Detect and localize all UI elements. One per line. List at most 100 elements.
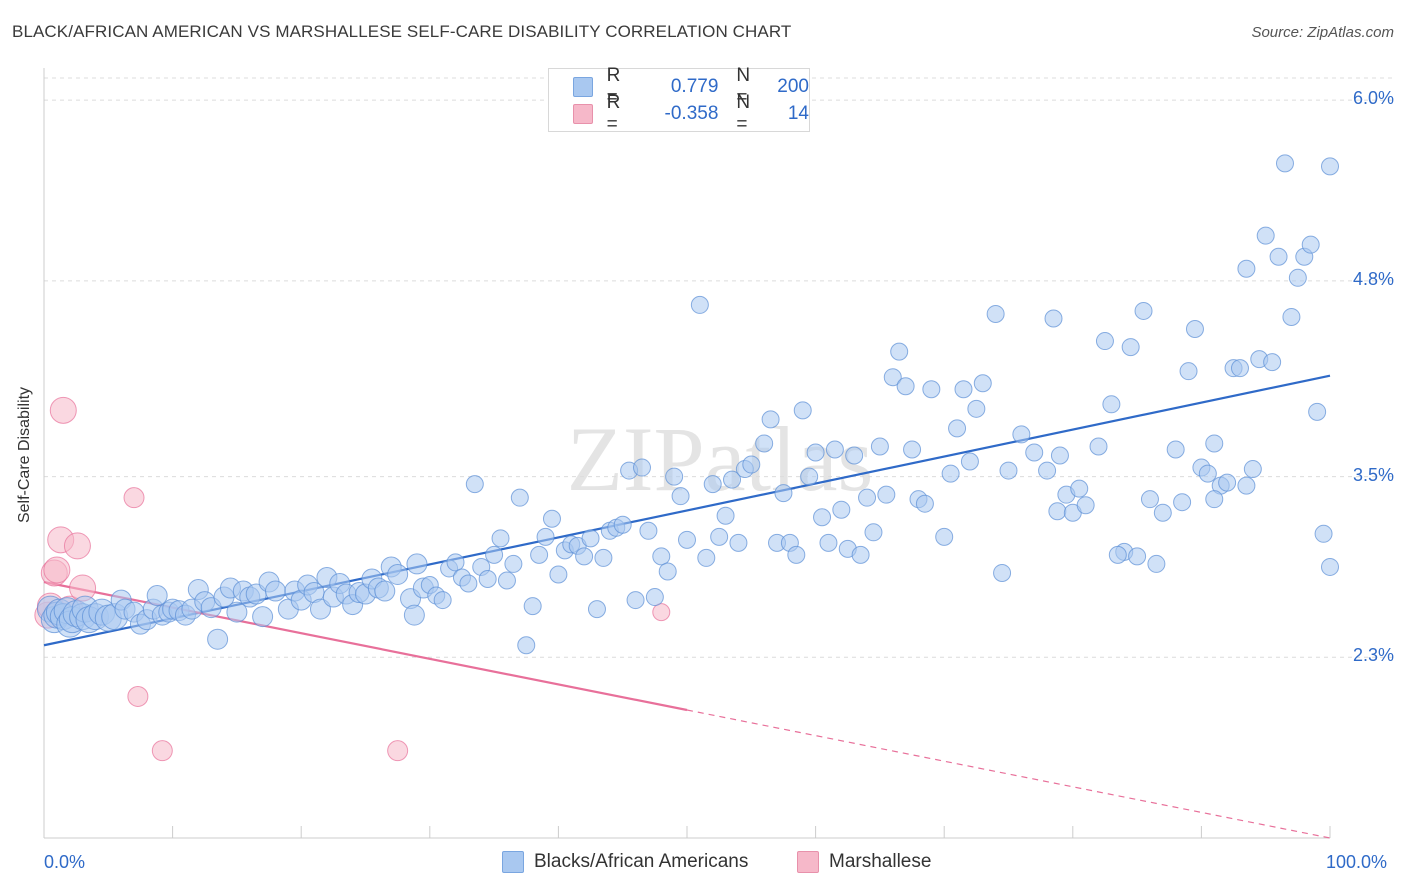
data-point [264,580,286,602]
data-point [825,440,844,459]
data-point [652,547,671,566]
bottom-legend-blacks: Blacks/African Americans [502,851,748,873]
legend-r-label: R = [606,92,621,135]
data-point [1076,496,1095,515]
data-point [742,455,761,474]
bottom-legend-swatch-pink [797,851,819,873]
data-point [1288,268,1307,287]
data-point [1185,320,1204,339]
data-point [671,487,690,506]
data-point [678,530,696,549]
data-point [723,470,742,489]
data-point [877,485,896,504]
data-point [1256,226,1275,245]
data-point [941,464,960,483]
data-point [774,484,793,503]
data-point [864,523,883,542]
data-point [478,569,497,588]
data-point [433,591,452,610]
data-point [485,545,504,564]
data-point [658,562,677,581]
legend-swatch-pink [573,104,593,124]
x-tick-label-min: 0.0% [44,852,86,872]
legend-n-value: 200 [777,76,809,97]
data-point [1044,309,1063,328]
data-point [1070,479,1089,498]
data-point [1048,502,1067,521]
data-point [587,600,606,619]
correlation-legend: R = 0.779 N = 200 R = -0.358 N = 14 [548,65,810,135]
data-point [1025,443,1044,462]
data-point [1308,402,1327,421]
legend-r-value: -0.358 [664,103,719,124]
data-point [755,434,774,453]
legend-r-label: R = [606,65,621,108]
data-point [832,500,851,519]
data-point [935,527,954,546]
data-point [729,533,748,552]
legend-n-label: N = [736,92,751,135]
data-points [34,154,1339,762]
data-point [1237,476,1256,495]
data-point [504,554,523,573]
data-point [530,545,549,564]
data-point [1050,446,1069,465]
y-tick-label: 6.0% [1352,88,1394,109]
data-point [851,545,870,564]
bottom-legend-label: Marshallese [829,851,932,872]
data-point [1147,554,1166,573]
data-point [960,452,979,471]
data-point [613,515,632,534]
data-point [63,532,91,560]
data-point [465,475,484,494]
data-point [1314,524,1333,543]
data-point [1243,460,1262,479]
data-point [207,628,229,650]
data-point [510,488,529,507]
data-point [1173,493,1192,512]
data-point [517,636,536,655]
data-point [1095,332,1114,351]
legend-row-marshallese: R = -0.358 N = 14 [573,92,809,135]
data-point [151,740,173,762]
axes [43,68,1331,839]
data-point [146,585,168,607]
data-point [123,487,145,509]
data-point [549,565,568,584]
data-point [1134,301,1153,320]
data-point [1198,464,1217,483]
data-point [446,553,465,572]
data-point [1166,440,1185,459]
data-point [890,342,909,361]
data-point [1038,461,1057,480]
data-point [1012,425,1031,444]
data-point [626,591,645,610]
data-point [787,545,806,564]
data-point [1301,235,1320,254]
data-point [896,377,915,396]
data-point [1237,259,1256,278]
data-point [1205,490,1224,509]
data-point [999,461,1018,480]
data-point [716,506,735,525]
data-point [497,571,516,590]
data-point [594,548,613,567]
bottom-legend-marshallese: Marshallese [797,851,931,873]
legend-row-blacks: R = 0.779 N = 200 [573,65,809,108]
data-point [252,606,274,628]
data-point [652,603,671,622]
data-point [536,527,555,546]
legend-swatch-blue [573,77,593,97]
data-point [1282,307,1301,326]
data-point [1269,247,1288,266]
legend-n-label: N = [736,65,751,108]
data-point [819,533,838,552]
data-point [813,508,832,527]
data-point [632,458,651,477]
data-point [387,563,409,585]
data-point [1321,557,1339,576]
y-tick-label: 4.8% [1352,268,1394,289]
data-point [845,446,864,465]
data-point [806,443,825,462]
